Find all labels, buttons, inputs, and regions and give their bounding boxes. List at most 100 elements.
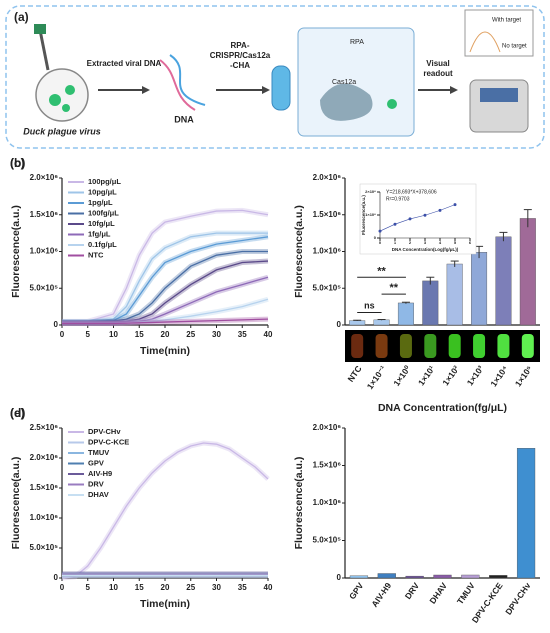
- y-axis-label: Fluorescence(a.u.): [293, 457, 305, 550]
- y-tick-label: 1.0×10⁶: [313, 247, 342, 256]
- x-tick-label: 5: [86, 330, 91, 339]
- pcr-screen: [480, 88, 518, 102]
- x-tick-label: 3: [424, 240, 427, 245]
- legend-label: 10fg/μL: [88, 219, 115, 228]
- legend-label: NTC: [88, 250, 104, 259]
- bar: [377, 573, 396, 579]
- annotation: Y=218,693*X+378,606: [386, 189, 437, 195]
- point: [453, 203, 457, 207]
- x-tick-label: 25: [186, 583, 195, 592]
- y-tick-label: 1.0×10⁶: [313, 498, 342, 507]
- cas-label: Cas12a: [332, 79, 356, 86]
- bar: [349, 320, 366, 326]
- x-tick-label: 5: [86, 583, 91, 592]
- y-tick-label: 0: [337, 573, 342, 582]
- x-tick-label: 1: [394, 240, 397, 245]
- x-tick-label: GPV: [347, 580, 366, 601]
- x-tick-label: 25: [186, 330, 195, 339]
- annotation: **: [377, 265, 386, 277]
- schematic-frame: [5, 5, 545, 149]
- method-label: RPA-: [231, 41, 250, 50]
- x-tick-label: 1×10⁰: [391, 363, 412, 388]
- x-tick-label: 20: [161, 330, 170, 339]
- legend-label: 0.1fg/μL: [88, 240, 117, 249]
- gel-tube: [375, 334, 388, 358]
- bar: [397, 302, 414, 326]
- y-axis-label: Fluorescence(a.u.): [361, 195, 366, 235]
- legend-label: 100pg/μL: [88, 177, 121, 186]
- bar: [516, 448, 536, 579]
- x-tick-label: 15: [135, 583, 144, 592]
- y-tick-label: 5.0×10⁵: [30, 283, 59, 292]
- fit-line: [379, 204, 456, 232]
- x-axis-label: DNA Concentration(fg/μL): [378, 402, 507, 414]
- legend-label: DPV-C-KCE: [88, 437, 129, 446]
- x-tick-label: DHAV: [427, 580, 449, 605]
- annotation: R²=0.9703: [386, 196, 410, 202]
- x-tick-label: 2: [409, 240, 412, 245]
- panel-label: (a): [14, 10, 29, 24]
- x-tick-label: 1×10⁻¹: [365, 364, 388, 392]
- readout-plot: [464, 9, 534, 57]
- series-line: [61, 442, 269, 579]
- x-tick-label: AIV-H9: [369, 580, 393, 608]
- y-axis-label: Fluorescence(a.u.): [10, 205, 22, 298]
- cas-protein: [320, 83, 373, 121]
- point: [423, 213, 427, 217]
- y-tick-label: 1.5×10⁶: [30, 483, 59, 492]
- x-tick-label: 40: [264, 330, 273, 339]
- bar: [471, 252, 488, 326]
- x-tick-label: 5: [454, 240, 457, 245]
- dna-label: DNA: [174, 114, 194, 124]
- y-tick-label: 1.0×10⁶: [30, 247, 59, 256]
- y-tick-label: 0: [337, 320, 342, 329]
- x-tick-label: 40: [264, 583, 273, 592]
- legend-label: DHAV: [88, 490, 109, 499]
- x-axis-label: Time(min): [140, 345, 190, 357]
- legend-label: 1pg/μL: [88, 198, 113, 207]
- x-tick-label: 20: [161, 583, 170, 592]
- arrow-head: [262, 86, 270, 94]
- y-tick-label: 2×10⁶: [365, 189, 376, 194]
- bar: [433, 574, 452, 579]
- with-target: With target: [492, 18, 521, 24]
- x-tick-label: DRV: [403, 580, 422, 601]
- x-tick-label: 10: [109, 583, 118, 592]
- x-tick-label: 30: [212, 583, 221, 592]
- x-tick-label: 30: [212, 330, 221, 339]
- series-line: [62, 276, 269, 324]
- y-tick-label: 0: [374, 235, 377, 240]
- y-tick-label: 1.5×10⁶: [313, 210, 342, 219]
- x-tick-label: 35: [238, 330, 247, 339]
- arrow-head: [450, 86, 458, 94]
- legend-label: 1fg/μL: [88, 229, 111, 238]
- series-line: [62, 232, 268, 323]
- x-tick-label: 1×10⁴: [488, 364, 510, 389]
- x-axis-label: DNA Concentration(Log(fg/μL)): [392, 247, 459, 252]
- x-tick-label: 10: [109, 330, 118, 339]
- tube: [271, 65, 291, 111]
- annotation: ns: [364, 300, 375, 310]
- gel-tube: [521, 334, 534, 358]
- gel-image: [345, 330, 540, 362]
- bar: [405, 575, 424, 579]
- annotation: **: [389, 282, 398, 294]
- y-axis-label: Fluorescence(a.u.): [293, 205, 305, 298]
- y-axis-label: Fluorescence(a.u.): [10, 457, 22, 550]
- dna-helix: [159, 54, 206, 111]
- bar: [489, 575, 508, 579]
- x-tick-label: 6: [469, 240, 472, 245]
- x-tick-label: 1×10¹: [416, 364, 437, 388]
- gel-tube: [497, 334, 510, 358]
- y-tick-label: 2.0×10⁶: [313, 423, 342, 432]
- x-tick-label: 1×10²: [440, 364, 461, 388]
- y-tick-label: 5.0×10⁵: [30, 543, 59, 552]
- gel-tube: [399, 334, 412, 358]
- legend-label: AIV-H9: [88, 469, 112, 478]
- panel-label: (b): [10, 156, 25, 170]
- bar: [446, 263, 463, 326]
- y-tick-label: 2.0×10⁶: [30, 173, 59, 182]
- virus-label: Duck plague virus: [23, 126, 101, 136]
- x-tick-label: 1×10⁵: [513, 364, 534, 389]
